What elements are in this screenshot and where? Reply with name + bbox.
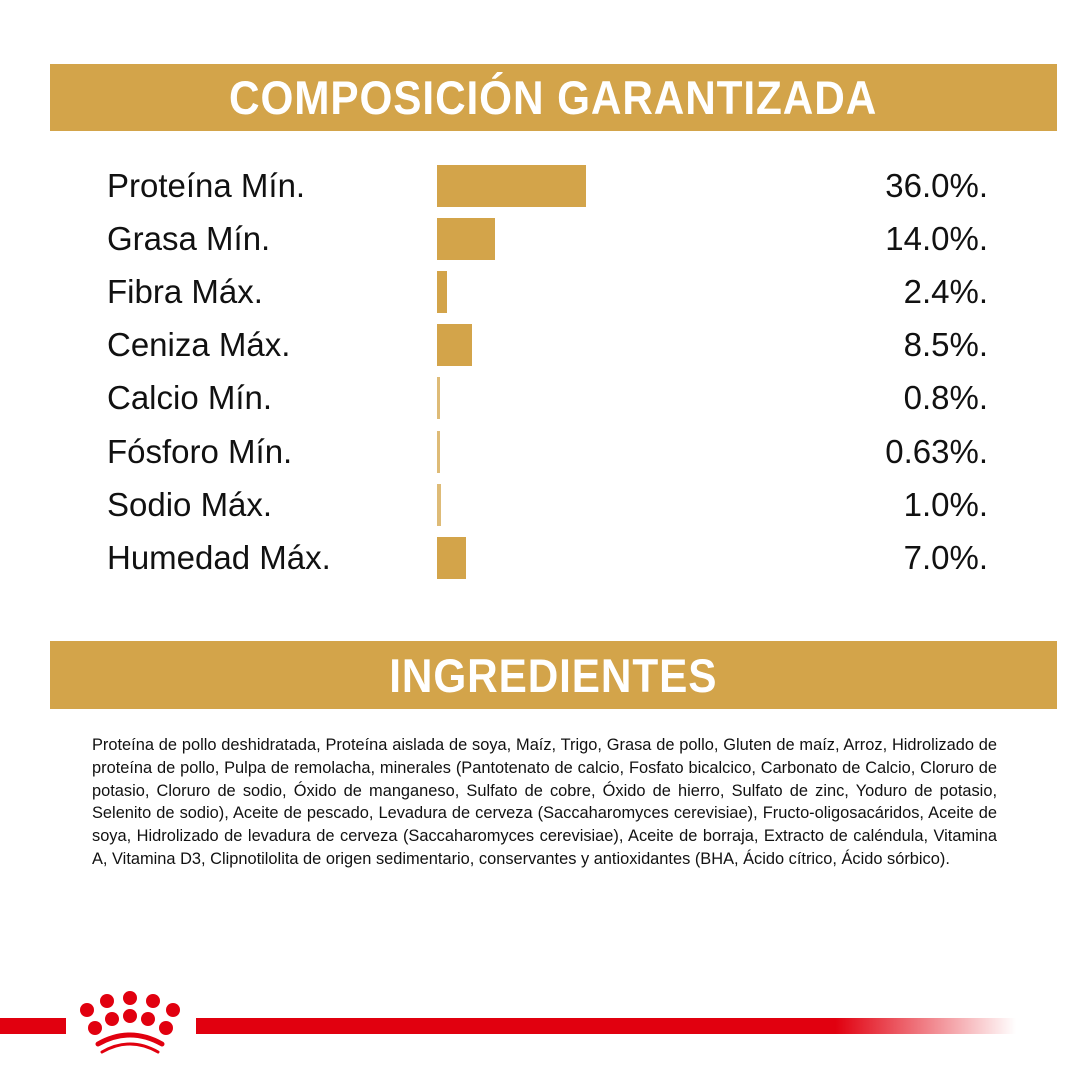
chart-row: Ceniza Máx. 8.5%. bbox=[0, 324, 1089, 367]
value-label: 7.0%. bbox=[903, 538, 988, 576]
value-label: 0.63%. bbox=[885, 432, 988, 470]
ingredients-title: INGREDIENTES bbox=[389, 648, 718, 702]
bar bbox=[437, 536, 466, 579]
bar bbox=[437, 165, 587, 207]
footer-red-line-left bbox=[0, 1018, 66, 1034]
value-label: 0.8%. bbox=[903, 379, 988, 417]
category-label: Grasa Mín. bbox=[107, 220, 271, 258]
category-label: Sodio Máx. bbox=[107, 485, 273, 523]
category-label: Ceniza Máx. bbox=[107, 326, 291, 364]
chart-row: Calcio Mín. 0.8%. bbox=[0, 377, 1089, 420]
category-label: Proteína Mín. bbox=[107, 167, 306, 204]
category-label: Calcio Mín. bbox=[107, 379, 273, 417]
ingredients-header: INGREDIENTES bbox=[50, 641, 1057, 709]
chart-row: Humedad Máx. 7.0%. bbox=[0, 536, 1089, 579]
bar bbox=[437, 483, 442, 526]
chart-row: Fibra Máx. 2.4%. bbox=[0, 271, 1089, 314]
category-label: Fósforo Mín. bbox=[107, 432, 293, 470]
chart-row: Fósforo Mín. 0.63%. bbox=[0, 430, 1089, 473]
value-label: 1.0%. bbox=[903, 485, 988, 523]
chart-row: Proteína Mín. 36.0%. bbox=[0, 165, 1089, 207]
bar bbox=[437, 218, 495, 261]
chart-row: Sodio Máx. 1.0%. bbox=[0, 483, 1089, 526]
ingredients-text: Proteína de pollo deshidratada, Proteína… bbox=[92, 736, 997, 868]
composition-header: COMPOSICIÓN GARANTIZADA bbox=[50, 64, 1057, 131]
category-label: Fibra Máx. bbox=[107, 273, 263, 311]
crown-logo-icon bbox=[80, 991, 180, 1054]
chart-row: Grasa Mín. 14.0%. bbox=[0, 218, 1089, 261]
composition-title: COMPOSICIÓN GARANTIZADA bbox=[229, 71, 878, 124]
value-label: 14.0%. bbox=[885, 220, 988, 258]
bar bbox=[437, 430, 440, 473]
bar bbox=[437, 271, 447, 314]
value-label: 8.5%. bbox=[903, 326, 988, 364]
category-label: Humedad Máx. bbox=[107, 538, 331, 576]
value-label: 36.0%. bbox=[885, 167, 988, 204]
footer-red-line-right bbox=[196, 1018, 1016, 1034]
value-label: 2.4%. bbox=[903, 273, 988, 311]
bar bbox=[437, 324, 473, 367]
bar bbox=[437, 377, 441, 420]
